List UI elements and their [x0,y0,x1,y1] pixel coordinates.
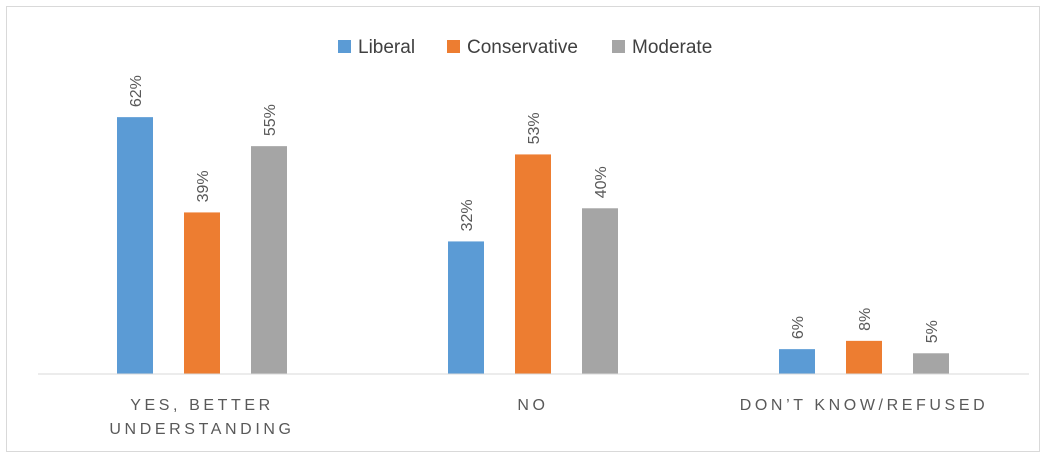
data-label-conservative-2: 8% [857,308,874,331]
legend-label-moderate: Moderate [632,37,712,58]
legend-label-liberal: Liberal [358,37,415,58]
data-label-liberal-2: 6% [790,316,807,339]
data-label-moderate-0: 55% [262,104,279,136]
legend-swatch-liberal [338,40,351,53]
bar-conservative-0 [184,212,220,374]
data-labels: 62% 39% 55% 32% 53% 40% 6% 8% 5% [128,75,941,343]
bar-conservative-2 [846,340,882,374]
data-label-liberal-0: 62% [128,75,145,107]
data-label-liberal-1: 32% [459,199,476,231]
category-label-2-line-0: DON’T KNOW/REFUSED [740,397,989,414]
bar-moderate-2 [913,353,949,374]
category-label-1-line-0: NO [517,397,548,414]
bar-liberal-2 [779,349,815,374]
category-label-0-line-0: YES, BETTER [130,397,274,414]
legend-swatch-moderate [612,40,625,53]
category-label-0-line-1: UNDERSTANDING [109,421,294,438]
data-label-conservative-0: 39% [195,170,212,202]
category-labels: YES, BETTER UNDERSTANDING NO DON’T KNOW/REF… [109,397,989,438]
bar-moderate-0 [251,146,287,374]
data-label-moderate-1: 40% [593,166,610,198]
legend: Liberal Conservative Moderate [338,37,712,58]
data-label-moderate-2: 5% [924,320,941,343]
data-label-conservative-1: 53% [526,112,543,144]
legend-label-conservative: Conservative [467,37,578,58]
bar-liberal-1 [448,241,484,374]
bar-conservative-1 [515,154,551,374]
bar-moderate-1 [582,208,618,374]
bars [117,117,949,375]
legend-swatch-conservative [447,40,460,53]
bar-liberal-0 [117,117,153,375]
